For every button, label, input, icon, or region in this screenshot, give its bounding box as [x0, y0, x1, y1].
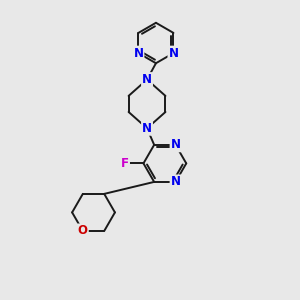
Text: N: N — [168, 46, 178, 60]
Text: O: O — [78, 224, 88, 237]
Text: N: N — [142, 73, 152, 86]
Text: N: N — [171, 138, 181, 151]
Text: F: F — [121, 157, 129, 170]
Text: N: N — [134, 46, 143, 60]
Text: N: N — [142, 122, 152, 135]
Text: N: N — [171, 176, 181, 188]
